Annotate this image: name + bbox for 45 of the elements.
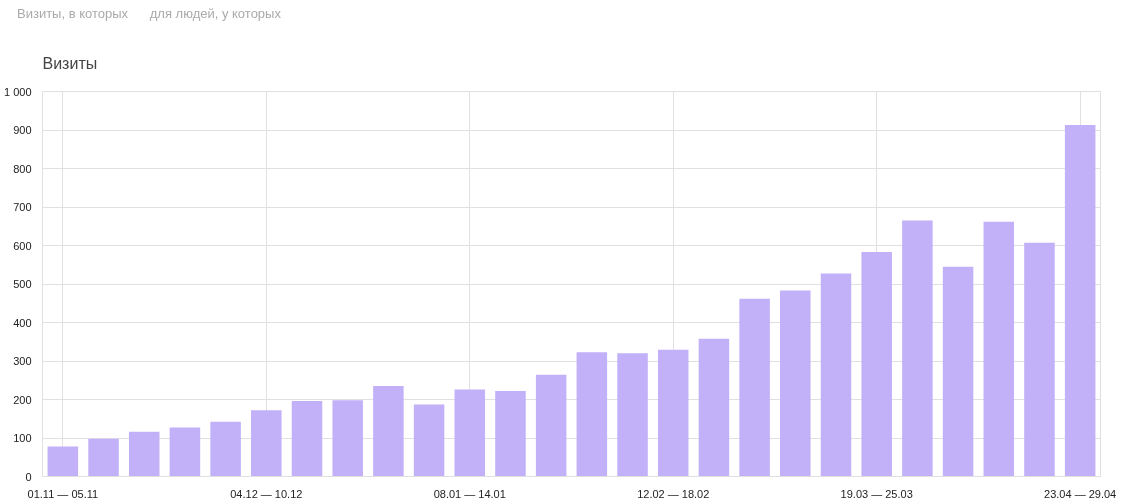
y-tick-label: 0: [25, 470, 32, 483]
bar: [820, 273, 852, 477]
y-tick-label: 800: [13, 162, 32, 175]
y-tick-label: 600: [13, 239, 32, 252]
y-tick-label: 300: [13, 355, 32, 367]
bar: [454, 389, 486, 477]
bar: [1064, 125, 1096, 477]
bar: [373, 386, 404, 477]
bar: [698, 338, 730, 477]
bar: [332, 400, 363, 477]
y-tick-label: 200: [13, 393, 32, 406]
bar: [210, 421, 241, 477]
y-tick-label: 1 000: [3, 85, 32, 98]
y-tick-label: 500: [13, 278, 32, 290]
y-tick-label: 700: [13, 201, 32, 213]
bar: [251, 410, 282, 477]
bar: [657, 349, 689, 477]
bar: [902, 220, 933, 477]
x-tick-label: 19.03 — 25.03: [840, 487, 913, 500]
x-tick-label: 01.11 — 05.11: [27, 487, 99, 500]
bar: [535, 374, 567, 477]
bar: [291, 401, 323, 477]
y-tick-label: 100: [13, 432, 32, 444]
bar: [1024, 242, 1055, 477]
x-tick-label: 12.02 — 18.02: [637, 487, 710, 500]
bar: [942, 266, 974, 477]
bar: [413, 404, 445, 477]
bar: [617, 353, 648, 477]
y-tick-label: 900: [13, 124, 32, 136]
x-tick-label: 04.12 — 10.12: [230, 487, 303, 500]
bar: [128, 431, 160, 477]
x-tick-label: 23.04 — 29.04: [1044, 487, 1117, 500]
y-tick-label: 400: [13, 316, 32, 329]
bar: [169, 427, 201, 477]
bar: [47, 446, 79, 477]
bar: [495, 391, 526, 477]
bar: [576, 352, 608, 477]
x-tick-label: 08.01 — 14.01: [433, 487, 506, 500]
bar: [88, 438, 119, 477]
bar: [739, 298, 770, 477]
bar: [861, 252, 892, 477]
bar: [780, 290, 811, 477]
text: Визиты, в которых для людей, у которых: [17, 6, 281, 21]
bar: [983, 221, 1015, 477]
chart-title: Визиты: [42, 54, 98, 72]
